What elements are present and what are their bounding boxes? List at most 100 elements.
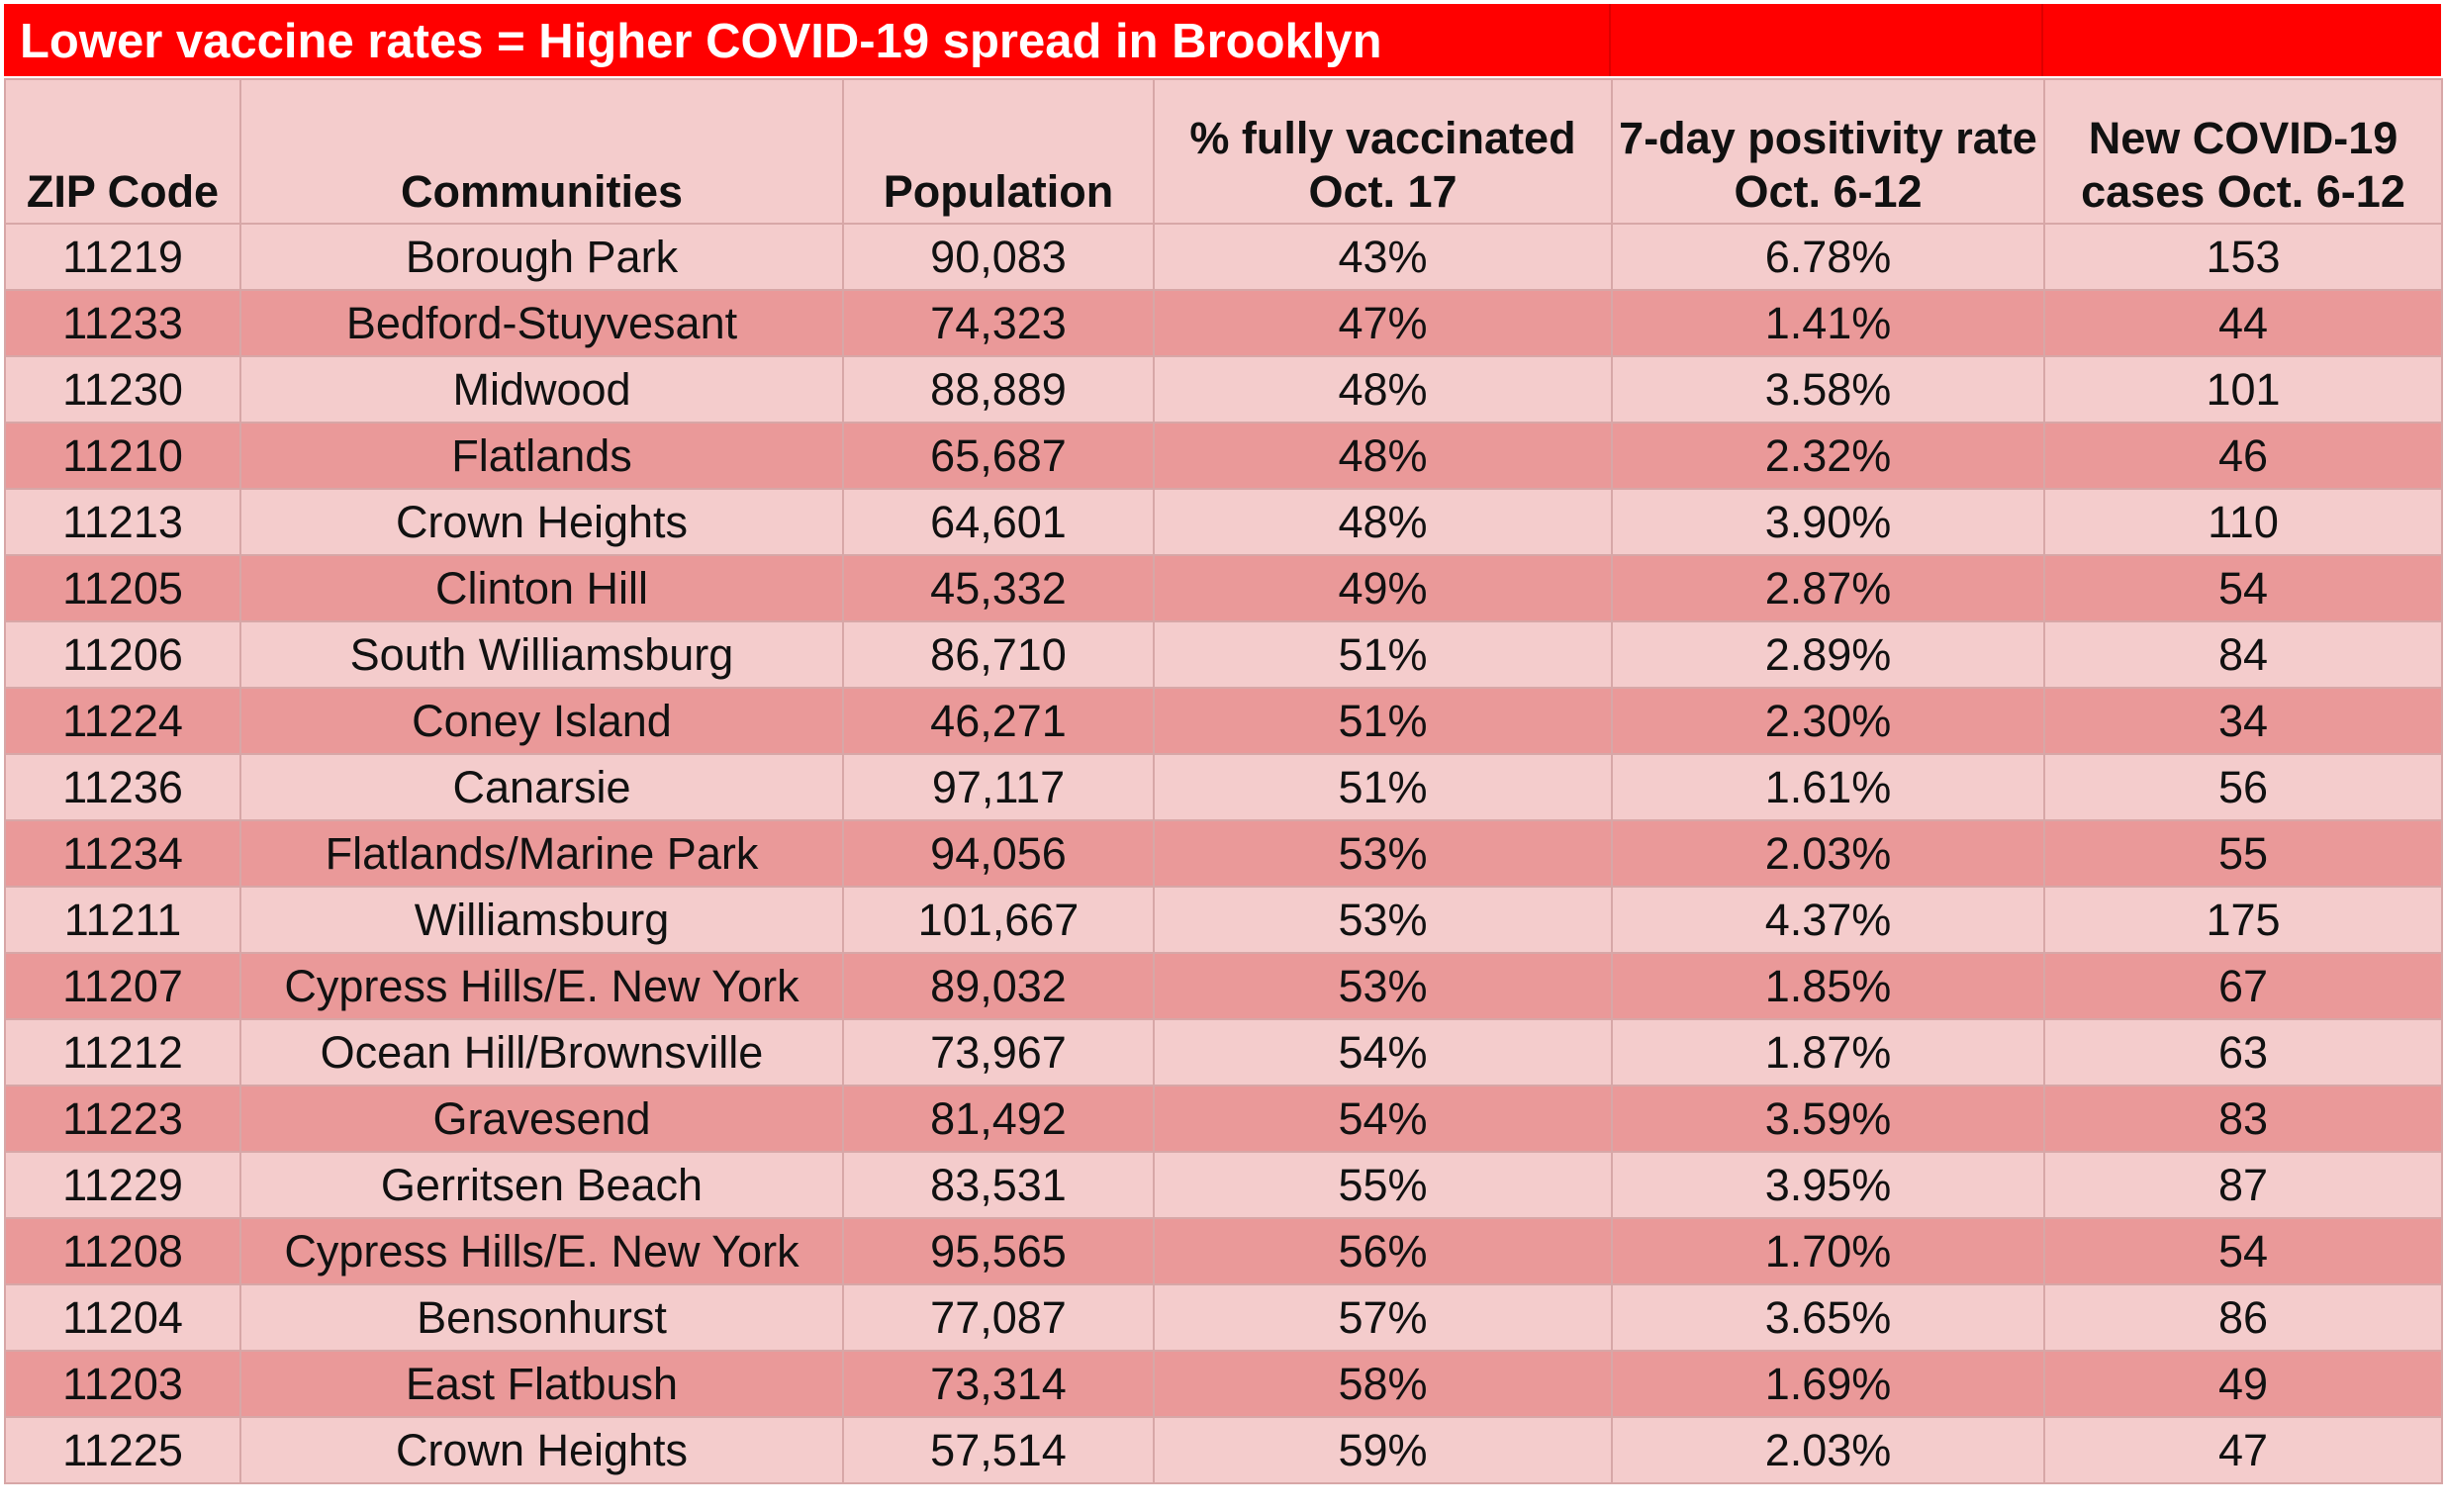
population-cell: 81,492	[842, 1085, 1155, 1153]
vaccinated-cell: 48%	[1153, 422, 1613, 490]
vaccinated-cell: 51%	[1153, 620, 1613, 689]
community-cell: Gerritsen Beach	[239, 1151, 844, 1219]
positivity-cell: 3.65%	[1611, 1283, 2045, 1352]
population-cell: 90,083	[842, 223, 1155, 291]
vaccinated-cell: 48%	[1153, 488, 1613, 556]
population-cell: 86,710	[842, 620, 1155, 689]
title-bar-divider	[1609, 4, 1611, 76]
zip-code-cell: 11203	[4, 1350, 241, 1418]
positivity-cell: 2.32%	[1611, 422, 2045, 490]
zip-code-cell: 11219	[4, 223, 241, 291]
table-row: 11219 Borough Park 90,083 43% 6.78% 153	[4, 223, 2443, 291]
new-cases-cell: 86	[2043, 1283, 2443, 1352]
table-row: 11236 Canarsie 97,117 51% 1.61% 56	[4, 753, 2443, 821]
table-row: 11230 Midwood 88,889 48% 3.58% 101	[4, 355, 2443, 424]
vaccinated-cell: 53%	[1153, 886, 1613, 954]
population-cell: 97,117	[842, 753, 1155, 821]
zip-code-cell: 11210	[4, 422, 241, 490]
population-cell: 83,531	[842, 1151, 1155, 1219]
population-cell: 94,056	[842, 819, 1155, 888]
community-cell: Canarsie	[239, 753, 844, 821]
population-cell: 64,601	[842, 488, 1155, 556]
zip-code-cell: 11223	[4, 1085, 241, 1153]
vaccinated-cell: 51%	[1153, 753, 1613, 821]
title-bar: Lower vaccine rates = Higher COVID-19 sp…	[4, 4, 2441, 76]
population-cell: 65,687	[842, 422, 1155, 490]
table-row: 11229 Gerritsen Beach 83,531 55% 3.95% 87	[4, 1151, 2443, 1219]
zip-code-cell: 11213	[4, 488, 241, 556]
table-row: 11225 Crown Heights 57,514 59% 2.03% 47	[4, 1416, 2443, 1484]
new-cases-cell: 153	[2043, 223, 2443, 291]
population-cell: 88,889	[842, 355, 1155, 424]
vaccinated-cell: 56%	[1153, 1217, 1613, 1285]
community-cell: Bensonhurst	[239, 1283, 844, 1352]
table-row: 11233 Bedford-Stuyvesant 74,323 47% 1.41% 44	[4, 289, 2443, 357]
positivity-cell: 1.61%	[1611, 753, 2045, 821]
positivity-cell: 4.37%	[1611, 886, 2045, 954]
positivity-cell: 6.78%	[1611, 223, 2045, 291]
zip-code-cell: 11233	[4, 289, 241, 357]
zip-code-cell: 11211	[4, 886, 241, 954]
population-cell: 77,087	[842, 1283, 1155, 1352]
zip-code-cell: 11204	[4, 1283, 241, 1352]
new-cases-cell: 54	[2043, 554, 2443, 622]
zip-code-cell: 11224	[4, 687, 241, 755]
vaccinated-cell: 47%	[1153, 289, 1613, 357]
positivity-cell: 3.59%	[1611, 1085, 2045, 1153]
vaccinated-cell: 59%	[1153, 1416, 1613, 1484]
zip-code-cell: 11205	[4, 554, 241, 622]
community-cell: Ocean Hill/Brownsville	[239, 1018, 844, 1087]
new-cases-cell: 84	[2043, 620, 2443, 689]
table-row: 11205 Clinton Hill 45,332 49% 2.87% 54	[4, 554, 2443, 622]
population-cell: 46,271	[842, 687, 1155, 755]
table-row: 11203 East Flatbush 73,314 58% 1.69% 49	[4, 1350, 2443, 1418]
title-bar-divider	[2041, 4, 2043, 76]
community-cell: Cypress Hills/E. New York	[239, 952, 844, 1020]
population-cell: 45,332	[842, 554, 1155, 622]
positivity-cell: 2.03%	[1611, 819, 2045, 888]
column-header-zip-code: ZIP Code	[4, 78, 241, 225]
vaccinated-cell: 53%	[1153, 952, 1613, 1020]
vaccinated-cell: 43%	[1153, 223, 1613, 291]
table-row: 11204 Bensonhurst 77,087 57% 3.65% 86	[4, 1283, 2443, 1352]
vaccinated-cell: 54%	[1153, 1018, 1613, 1087]
table-body: 11219 Borough Park 90,083 43% 6.78% 153 11233 B…	[4, 223, 2443, 1484]
vaccinated-cell: 48%	[1153, 355, 1613, 424]
population-cell: 101,667	[842, 886, 1155, 954]
community-cell: Midwood	[239, 355, 844, 424]
new-cases-cell: 34	[2043, 687, 2443, 755]
table-row: 11213 Crown Heights 64,601 48% 3.90% 110	[4, 488, 2443, 556]
table-row: 11207 Cypress Hills/E. New York 89,032 53% 1…	[4, 952, 2443, 1020]
new-cases-cell: 56	[2043, 753, 2443, 821]
vaccinated-cell: 54%	[1153, 1085, 1613, 1153]
community-cell: East Flatbush	[239, 1350, 844, 1418]
community-cell: Cypress Hills/E. New York	[239, 1217, 844, 1285]
vaccinated-cell: 49%	[1153, 554, 1613, 622]
population-cell: 89,032	[842, 952, 1155, 1020]
column-header-positivity-rate: 7-day positivity rate Oct. 6-12	[1611, 78, 2045, 225]
table-header-row: ZIP Code Communities Population % fully …	[4, 78, 2443, 225]
table-row: 11208 Cypress Hills/E. New York 95,565 56% 1…	[4, 1217, 2443, 1285]
community-cell: Crown Heights	[239, 488, 844, 556]
new-cases-cell: 87	[2043, 1151, 2443, 1219]
vaccinated-cell: 58%	[1153, 1350, 1613, 1418]
new-cases-cell: 55	[2043, 819, 2443, 888]
community-cell: Gravesend	[239, 1085, 844, 1153]
positivity-cell: 3.95%	[1611, 1151, 2045, 1219]
community-cell: Flatlands	[239, 422, 844, 490]
zip-code-cell: 11236	[4, 753, 241, 821]
vaccinated-cell: 57%	[1153, 1283, 1613, 1352]
positivity-cell: 2.30%	[1611, 687, 2045, 755]
vaccinated-cell: 55%	[1153, 1151, 1613, 1219]
new-cases-cell: 54	[2043, 1217, 2443, 1285]
positivity-cell: 2.89%	[1611, 620, 2045, 689]
population-cell: 73,967	[842, 1018, 1155, 1087]
population-cell: 74,323	[842, 289, 1155, 357]
table-row: 11212 Ocean Hill/Brownsville 73,967 54% 1.87…	[4, 1018, 2443, 1087]
new-cases-cell: 110	[2043, 488, 2443, 556]
zip-code-cell: 11230	[4, 355, 241, 424]
positivity-cell: 1.85%	[1611, 952, 2045, 1020]
table-row: 11206 South Williamsburg 86,710 51% 2.89% 84	[4, 620, 2443, 689]
population-cell: 57,514	[842, 1416, 1155, 1484]
